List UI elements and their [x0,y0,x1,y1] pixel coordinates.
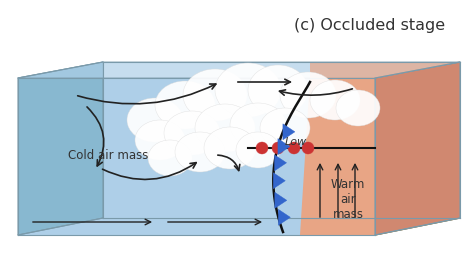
Polygon shape [375,62,460,235]
Polygon shape [274,155,286,171]
Polygon shape [275,192,287,208]
Circle shape [256,142,268,154]
Ellipse shape [135,120,185,160]
Polygon shape [300,78,375,235]
Polygon shape [273,173,285,189]
Text: Low: Low [285,137,307,147]
Polygon shape [278,139,290,154]
Polygon shape [278,209,291,225]
Ellipse shape [127,98,183,142]
Polygon shape [18,218,460,235]
Circle shape [288,142,300,154]
Text: (c) Occluded stage: (c) Occluded stage [294,18,446,33]
Ellipse shape [248,65,308,115]
Ellipse shape [164,111,220,155]
Ellipse shape [183,69,247,121]
Ellipse shape [236,132,280,168]
Ellipse shape [280,72,336,118]
Ellipse shape [336,90,380,126]
Ellipse shape [175,132,225,172]
Polygon shape [283,124,295,140]
Polygon shape [18,62,103,235]
Polygon shape [310,62,460,78]
Polygon shape [18,78,375,235]
Circle shape [272,142,284,154]
Ellipse shape [215,63,281,117]
Ellipse shape [195,104,255,152]
Ellipse shape [230,103,286,147]
Polygon shape [18,62,460,78]
Ellipse shape [155,81,215,129]
Text: Warm
air
mass: Warm air mass [331,178,365,221]
Ellipse shape [310,80,360,120]
Ellipse shape [260,108,310,148]
Text: Cold air mass: Cold air mass [68,148,148,161]
Circle shape [302,142,314,154]
Ellipse shape [148,140,192,176]
Ellipse shape [204,127,256,169]
